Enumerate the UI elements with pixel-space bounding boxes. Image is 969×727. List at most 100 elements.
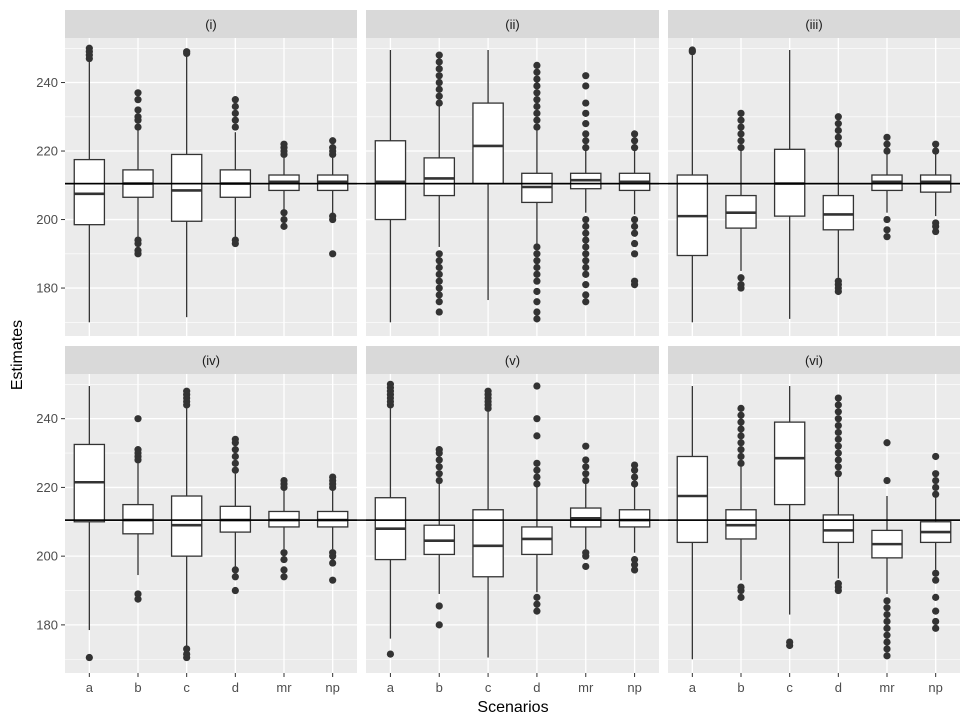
y-tick-label: 220 [36,480,58,495]
outlier-point [630,566,639,574]
outlier-point [932,576,940,584]
outlier-point [883,645,891,653]
outlier-point [533,593,541,601]
outlier-point [329,576,337,584]
outlier-point [582,270,590,278]
outlier-point [834,470,842,478]
facet-strip-label: (i) [205,17,217,32]
box-d [219,435,252,595]
box-body [521,526,553,556]
box-mr [569,442,602,571]
outlier-point [932,490,940,498]
outlier-point [134,446,142,454]
outlier-point [533,109,541,117]
panel-background [668,38,960,336]
box-d [521,382,553,615]
outlier-point [883,439,891,447]
panel-background [65,38,357,336]
outlier-point [533,607,541,615]
outlier-point [435,621,443,629]
outlier-point [582,72,590,80]
outlier-point [834,408,842,416]
panel-1: (i) 180 200 220 240 [36,10,357,336]
box-c [472,387,504,658]
facet-strip [65,10,357,38]
outlier-point [883,140,891,148]
outlier-point [737,425,745,433]
outlier-point [435,291,443,299]
outlier-point [231,586,239,595]
outlier-point [630,473,639,481]
outlier-point [737,459,745,467]
outlier-point [435,308,443,316]
outlier-point [435,72,443,80]
outlier-point [630,130,639,138]
outlier-point [932,483,940,492]
outlier-point [834,415,842,423]
outlier-point [134,89,142,97]
outlier-point [435,602,443,610]
outlier-point [582,215,590,224]
outlier-point [932,624,940,632]
outlier-point [582,222,590,230]
facet-strip [668,10,960,38]
outlier-point [737,137,745,145]
outlier-point [134,236,142,244]
outlier-point [834,421,842,430]
box-body [73,158,106,226]
outlier-point [630,561,639,569]
outlier-point [834,126,842,135]
outlier-point [435,257,443,265]
box-mr [871,439,903,660]
panel-6: (vi) a b c d mr np [668,346,960,695]
outlier-point [582,144,590,152]
x-tick-label: b [436,680,443,695]
outlier-point [533,82,541,90]
outlier-point [630,215,639,224]
outlier-point [630,137,639,145]
outlier-point [834,428,842,437]
outlier-point [834,140,842,148]
outlier-point [630,239,639,248]
outlier-point [737,116,745,124]
facet-strip [366,346,659,374]
y-tick-label: 200 [36,212,58,227]
box-body [822,514,855,544]
outlier-point [630,466,639,474]
box-a [374,380,407,658]
outlier-point [883,215,891,224]
outlier-point [737,432,745,440]
panel-background [668,374,960,673]
facet-panels: (i) 180 200 220 240 (ii) (iii) (iv) 180 200 220 240… [36,10,960,695]
outlier-point [932,219,940,227]
box-b [423,446,456,629]
facet-strip-label: (vi) [805,353,823,368]
outlier-point [533,473,541,481]
outlier-point [386,380,395,388]
outlier-point [134,595,142,603]
outlier-point [932,147,940,155]
outlier-point [834,401,842,409]
outlier-point [582,257,590,265]
outlier-point [737,274,745,282]
outlier-point [533,287,541,296]
outlier-point [435,476,443,485]
outlier-point [834,113,842,121]
outlier-point [134,106,142,114]
outlier-point [329,473,337,481]
outlier-point [737,144,745,152]
box-np [919,452,952,632]
y-tick-label: 200 [36,549,58,564]
outlier-point [183,650,191,658]
box-np [919,140,952,236]
outlier-point [435,446,443,454]
outlier-point [134,113,142,121]
y-tick-label: 180 [36,617,58,632]
outlier-point [883,133,891,141]
outlier-point [329,549,337,557]
x-tick-label: np [627,680,641,695]
outlier-point [834,580,842,588]
outlier-point [134,246,142,254]
outlier-point [85,653,93,662]
